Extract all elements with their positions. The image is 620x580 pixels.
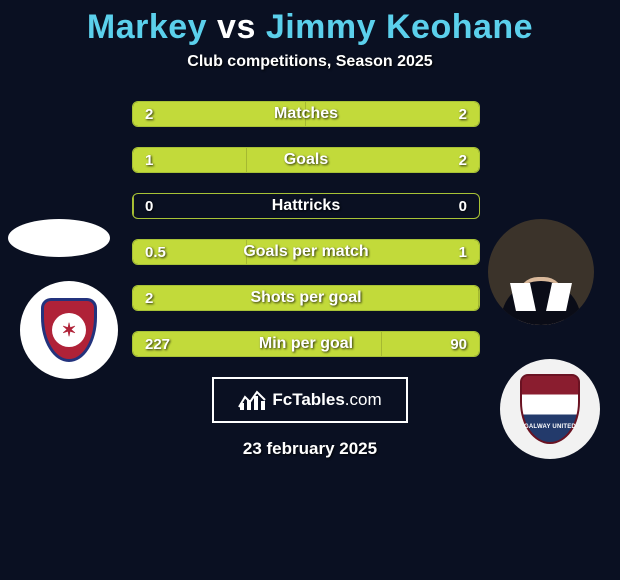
chart-icon: [238, 389, 266, 411]
stat-bar-right: [247, 240, 479, 264]
player2-club-badge: GALWAY UNITED: [500, 359, 600, 459]
stat-bar-left: [133, 102, 306, 126]
crest-icon: GALWAY UNITED: [520, 374, 580, 444]
stat-bar: 0.5Goals per match1: [132, 239, 480, 265]
page-title: Markey vs Jimmy Keohane: [0, 8, 620, 47]
stat-bar-right: [382, 332, 479, 356]
branding-domain: .com: [345, 390, 382, 409]
branding-text: FcTables.com: [272, 390, 381, 410]
subtitle: Club competitions, Season 2025: [0, 53, 620, 71]
stat-bar: 2Matches2: [132, 101, 480, 127]
player1-club-badge: ✶: [20, 281, 118, 379]
player2-name: Jimmy Keohane: [266, 8, 533, 46]
stat-bar-left: [133, 148, 247, 172]
stat-bar: 2Shots per goal: [132, 285, 480, 311]
main-region: ✶ GALWAY UNITED 2Matches21Goals20Hattric…: [0, 101, 620, 357]
stat-bar-left: [133, 332, 382, 356]
stat-bar: 227Min per goal90: [132, 331, 480, 357]
vs-text: vs: [217, 8, 256, 46]
branding-name: FcTables: [272, 390, 344, 409]
stat-bar-right: [247, 148, 479, 172]
stat-bar-left: [133, 286, 479, 310]
player1-name: Markey: [87, 8, 207, 46]
shield-icon: ✶: [41, 298, 97, 362]
stat-bar-left: [133, 240, 247, 264]
stats-bar-group: 2Matches2 1Goals2 0Hattricks0 0.5Goals per …: [132, 101, 480, 357]
branding-box: FcTables.com: [212, 377, 408, 423]
stat-bar: 1Goals2: [132, 147, 480, 173]
stat-bar: 0Hattricks0: [132, 193, 480, 219]
player1-avatar: [8, 219, 110, 257]
stat-bar-right: [306, 102, 479, 126]
comparison-card: Markey vs Jimmy Keohane Club competition…: [0, 0, 620, 580]
player2-avatar: [488, 219, 594, 325]
